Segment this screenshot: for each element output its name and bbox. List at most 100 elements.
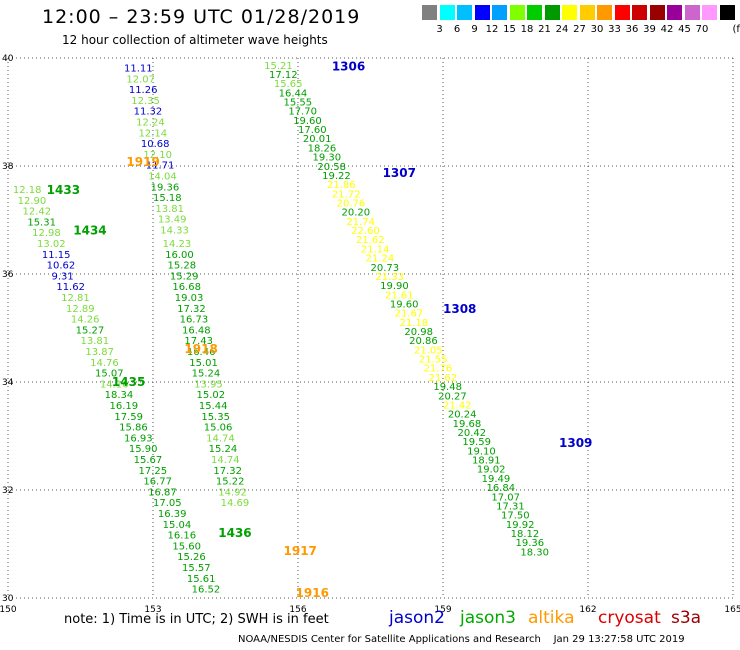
wave-height-value: 21.61 bbox=[385, 290, 414, 301]
wave-height-value: 13.87 bbox=[85, 347, 114, 358]
wave-height-value: 19.68 bbox=[453, 419, 482, 430]
legend-swatch bbox=[649, 5, 665, 20]
legend-label: 30 bbox=[590, 24, 604, 35]
legend-label: 27 bbox=[573, 24, 586, 35]
wave-height-value: 21.14 bbox=[361, 244, 390, 255]
wave-height-value: 21.62 bbox=[429, 373, 458, 384]
pass-number-label: 1308 bbox=[443, 302, 476, 316]
pass-number-label: 1309 bbox=[559, 436, 592, 450]
legend-label: 33 bbox=[608, 24, 621, 35]
wave-height-value: 14.74 bbox=[206, 433, 235, 444]
lon-tick-label: 156 bbox=[289, 605, 306, 615]
wave-height-value: 12.42 bbox=[23, 207, 52, 218]
lat-tick-label: 40 bbox=[2, 54, 14, 64]
lat-tick-label: 38 bbox=[2, 162, 14, 172]
wave-height-value: 15.61 bbox=[187, 574, 216, 585]
wave-height-value: 15.26 bbox=[177, 552, 206, 563]
wave-height-value: 15.86 bbox=[119, 423, 148, 434]
legend-label: 42 bbox=[660, 24, 674, 35]
wave-height-value: 21.72 bbox=[332, 189, 361, 200]
wave-height-value: 19.22 bbox=[322, 171, 351, 182]
wave-height-value: 15.57 bbox=[182, 563, 211, 574]
wave-height-value: 16.77 bbox=[143, 477, 172, 488]
wave-height-value: 17.25 bbox=[139, 466, 168, 477]
wave-height-value: 14.76 bbox=[90, 358, 119, 369]
legend-label: 24 bbox=[555, 24, 569, 35]
wave-height-value: 15.07 bbox=[95, 369, 124, 380]
sat-label-s3a: s3a bbox=[671, 608, 702, 628]
wave-height-value: 15.55 bbox=[284, 98, 313, 109]
wave-height-value: 11.71 bbox=[146, 161, 175, 172]
wave-height-value: 16.87 bbox=[148, 487, 177, 498]
wave-height-value: 13.95 bbox=[194, 379, 223, 390]
wave-height-value: 21.42 bbox=[443, 400, 472, 411]
wave-height-value: 15.22 bbox=[216, 477, 245, 488]
wave-height-value: 12.81 bbox=[61, 293, 90, 304]
wave-height-value: 12.98 bbox=[32, 228, 61, 239]
legend-swatch bbox=[474, 5, 490, 20]
legend-label: 15 bbox=[503, 24, 516, 35]
legend-label: 3 bbox=[436, 24, 443, 35]
wave-height-value: 11.11 bbox=[124, 64, 153, 75]
wave-height-value: 9.31 bbox=[52, 271, 74, 282]
wave-height-value: 14.04 bbox=[148, 172, 177, 183]
wave-height-value: 15.27 bbox=[76, 325, 105, 336]
wave-height-value: 21.67 bbox=[395, 309, 424, 320]
wave-height-value: 15.44 bbox=[199, 401, 228, 412]
wave-height-value: 15.04 bbox=[163, 520, 192, 531]
map-title: 12:00 – 23:59 UTC 01/28/2019 bbox=[42, 6, 361, 28]
pass-number-label: 1919 bbox=[126, 155, 159, 169]
wave-height-value: 15.01 bbox=[189, 358, 218, 369]
legend-swatch bbox=[492, 5, 507, 20]
legend-swatch bbox=[702, 5, 717, 20]
wave-height-value: 20.27 bbox=[438, 391, 467, 402]
wave-height-value: 17.31 bbox=[496, 501, 525, 512]
wave-height-value: 15.24 bbox=[192, 369, 221, 380]
wave-height-value: 21.62 bbox=[356, 235, 385, 246]
lon-tick-label: 159 bbox=[434, 605, 451, 615]
wave-height-value: 21.55 bbox=[419, 355, 448, 366]
wave-height-value: 12.07 bbox=[126, 74, 155, 85]
wave-height-value: 20.86 bbox=[409, 336, 438, 347]
footnote: note: 1) Time is in UTC; 2) SWH is in fe… bbox=[64, 612, 329, 627]
legend-label: 6 bbox=[453, 24, 461, 35]
legend-label: 21 bbox=[538, 24, 551, 35]
sat-label-jason3: jason3 bbox=[460, 608, 516, 628]
pass-number-label: 1436 bbox=[218, 526, 251, 540]
wave-height-value: 17.59 bbox=[114, 412, 143, 423]
wave-height-value: 16.44 bbox=[279, 88, 308, 99]
wave-height-value: 15.28 bbox=[168, 261, 197, 272]
wave-height-value: 12.18 bbox=[13, 185, 42, 196]
wave-height-value: 19.02 bbox=[477, 465, 506, 476]
wave-height-value: 15.90 bbox=[129, 444, 158, 455]
wave-height-value: 17.70 bbox=[288, 107, 317, 118]
legend-swatch bbox=[527, 5, 542, 20]
lon-tick-label: 153 bbox=[144, 605, 161, 615]
wave-height-value: 18.26 bbox=[308, 143, 337, 154]
wave-height-value: 17.60 bbox=[298, 125, 327, 136]
sat-label-cryosat: cryosat bbox=[598, 608, 661, 628]
wave-height-value: 15.06 bbox=[204, 423, 233, 434]
wave-height-value: 19.36 bbox=[151, 182, 180, 193]
wave-height-value: 14.74 bbox=[211, 455, 240, 466]
wave-height-value: 15.31 bbox=[27, 217, 56, 228]
wave-height-value: 16.46 bbox=[187, 347, 216, 358]
wave-height-value: 20.42 bbox=[458, 428, 487, 439]
wave-height-value: 17.50 bbox=[501, 511, 530, 522]
wave-height-value: 13.02 bbox=[37, 239, 66, 250]
wave-height-value: 15.67 bbox=[134, 455, 163, 466]
wave-height-value: 16.52 bbox=[192, 585, 221, 596]
wave-height-value: 14.92 bbox=[218, 487, 247, 498]
wave-height-value: 15.29 bbox=[170, 271, 199, 282]
wave-height-value: 16.39 bbox=[158, 509, 187, 520]
pass-number-label: 1433 bbox=[47, 183, 80, 197]
wave-height-value: 18.30 bbox=[520, 547, 549, 558]
legend-swatch bbox=[457, 5, 472, 20]
wave-height-value: 20.58 bbox=[317, 162, 346, 173]
wave-height-value: 14.69 bbox=[221, 498, 250, 509]
wave-height-value: 15.60 bbox=[172, 541, 201, 552]
wave-height-value: 12.24 bbox=[136, 118, 165, 129]
wave-height-value: 15.65 bbox=[274, 79, 303, 90]
wave-height-value: 13.49 bbox=[158, 215, 187, 226]
